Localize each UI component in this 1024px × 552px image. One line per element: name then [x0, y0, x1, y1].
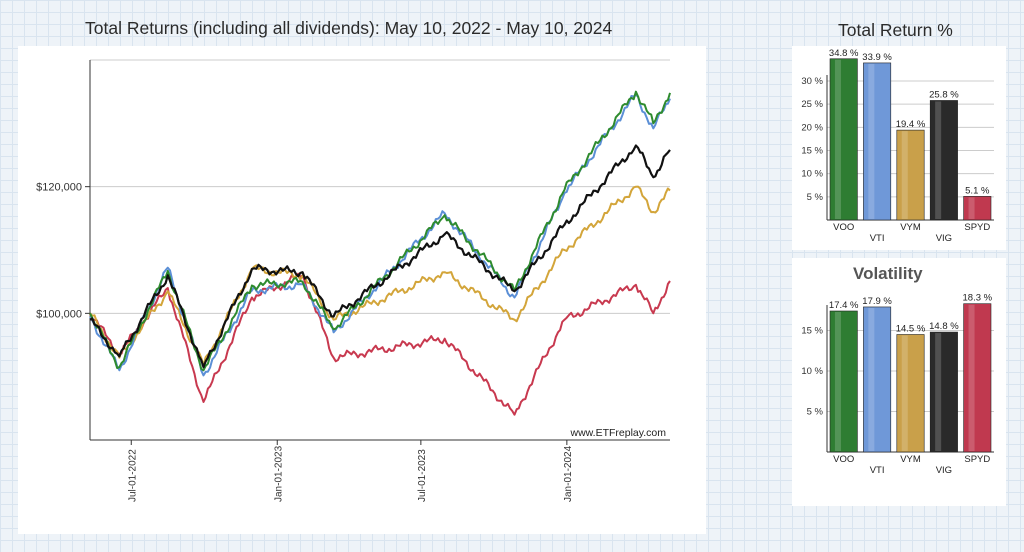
volatility-bar-spyd: [963, 303, 992, 453]
watermark-text: www.ETFreplay.com: [570, 427, 667, 439]
return-bar-highlight: [868, 63, 875, 220]
volatility-value-label: 17.4 %: [829, 300, 859, 311]
main-chart-title: Total Returns (including all dividends):…: [85, 18, 613, 38]
x-tick-label: Jan-01-2023: [273, 445, 284, 502]
volatility-category-label: SPYD: [964, 454, 990, 465]
return-bar-vig: [929, 100, 958, 221]
volatility-category-label: VIG: [936, 465, 952, 476]
return-y-tick-label: 15 %: [801, 146, 823, 157]
volatility-chart-title: Volatility: [853, 264, 923, 283]
main-chart-panel: [18, 46, 706, 534]
return-bar-highlight: [935, 101, 942, 219]
volatility-bar-highlight: [868, 307, 875, 451]
volatility-bar-vig: [929, 331, 958, 453]
volatility-value-label: 14.5 %: [896, 324, 926, 335]
return-bar-highlight: [834, 59, 841, 220]
volatility-bar-highlight: [901, 335, 908, 451]
return-bar-vti: [863, 62, 892, 221]
return-bar-voo: [829, 58, 858, 221]
return-y-tick-label: 10 %: [801, 169, 823, 180]
y-tick-label: $120,000: [36, 182, 82, 194]
return-category-label: VYM: [900, 222, 921, 233]
volatility-category-label: VOO: [833, 454, 854, 465]
volatility-bar-highlight: [968, 304, 975, 451]
return-value-label: 33.9 %: [862, 52, 892, 63]
x-tick-label: Jul-01-2023: [417, 449, 428, 502]
volatility-bar-vti: [863, 306, 892, 453]
volatility-bar-voo: [829, 310, 858, 453]
return-category-label: VOO: [833, 222, 854, 233]
volatility-value-label: 17.9 %: [862, 296, 892, 307]
return-value-label: 34.8 %: [829, 48, 859, 59]
return-category-label: SPYD: [964, 222, 990, 233]
x-tick-label: Jan-01-2024: [563, 445, 574, 502]
volatility-value-label: 18.3 %: [963, 293, 993, 304]
return-bar-spyd: [963, 196, 992, 221]
series-line-spyd: [89, 272, 671, 416]
series-line-vym: [89, 185, 671, 367]
return-y-tick-label: 25 %: [801, 99, 823, 110]
return-value-label: 5.1 %: [965, 185, 990, 196]
volatility-y-tick-label: 10 %: [801, 366, 823, 377]
return-y-tick-label: 30 %: [801, 76, 823, 87]
volatility-y-tick-label: 15 %: [801, 325, 823, 336]
return-category-label: VTI: [870, 233, 885, 244]
y-tick-label: $100,000: [36, 308, 82, 320]
return-category-label: VIG: [936, 233, 952, 244]
return-value-label: 25.8 %: [929, 89, 959, 100]
volatility-category-label: VTI: [870, 465, 885, 476]
volatility-bar-vym: [896, 334, 925, 453]
return-value-label: 19.4 %: [896, 119, 926, 130]
return-bar-highlight: [968, 197, 975, 219]
x-tick-label: Jul-01-2022: [127, 449, 138, 502]
volatility-bar-highlight: [834, 312, 841, 451]
return-y-tick-label: 5 %: [807, 192, 824, 203]
return-bar-highlight: [901, 131, 908, 219]
series-line-voo: [89, 90, 671, 372]
return-chart-title: Total Return %: [838, 20, 953, 40]
series-line-vig: [89, 144, 671, 369]
volatility-y-tick-label: 5 %: [807, 406, 824, 417]
volatility-value-label: 14.8 %: [929, 321, 959, 332]
return-bar-vym: [896, 129, 925, 221]
return-y-tick-label: 20 %: [801, 122, 823, 133]
volatility-category-label: VYM: [900, 454, 921, 465]
volatility-bar-highlight: [935, 333, 942, 451]
